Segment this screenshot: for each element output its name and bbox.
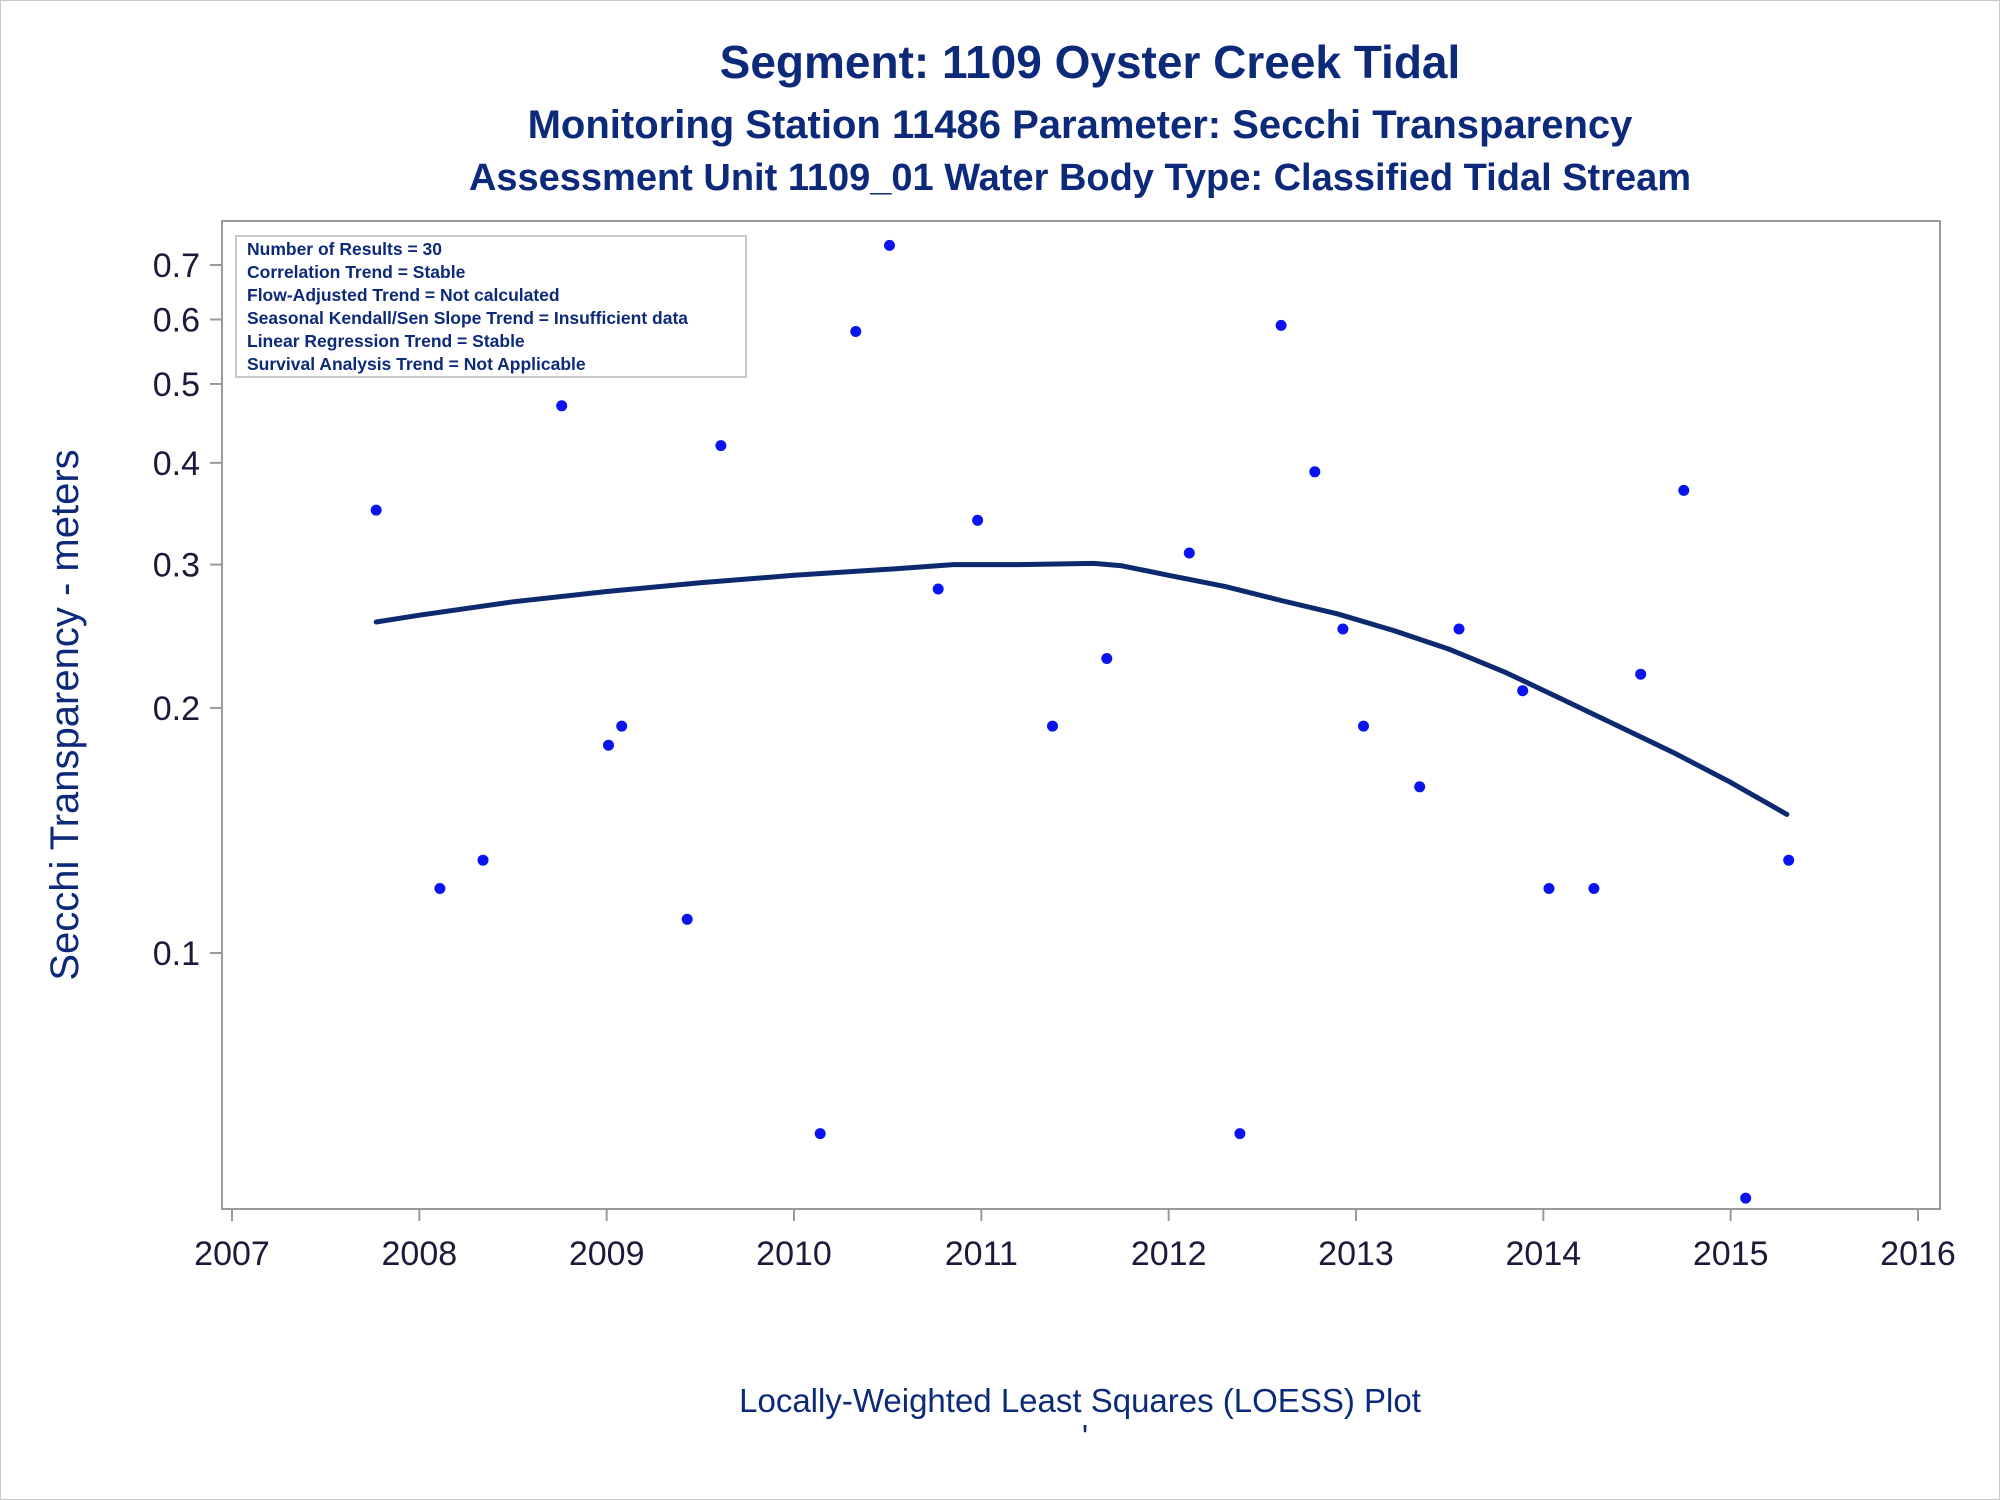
data-point — [681, 913, 693, 925]
stats-box-line: Flow-Adjusted Trend = Not calculated — [247, 285, 560, 305]
stats-box-line: Number of Results = 30 — [247, 239, 442, 259]
data-point — [1275, 319, 1287, 331]
data-point — [884, 239, 895, 251]
data-point — [1678, 484, 1690, 496]
data-point — [603, 739, 614, 751]
data-point — [556, 400, 568, 412]
data-point — [616, 720, 628, 732]
data-point — [1588, 883, 1600, 894]
data-point — [814, 1128, 826, 1140]
data-point — [1543, 883, 1555, 894]
data-point — [477, 854, 489, 866]
points-layer — [370, 239, 1795, 1204]
y-tick-label: 0.3 — [153, 547, 200, 585]
data-point — [370, 504, 382, 516]
data-point — [1337, 623, 1349, 635]
y-tick-label: 0.5 — [153, 366, 200, 404]
x-tick-label: 2013 — [1318, 1235, 1394, 1273]
x-tick-label: 2009 — [569, 1235, 645, 1273]
data-point — [1453, 623, 1465, 635]
chart-subtitle-2: Assessment Unit 1109_01 Water Body Type:… — [469, 157, 1691, 199]
data-point — [1783, 854, 1795, 866]
data-point — [1234, 1128, 1246, 1140]
data-point — [932, 583, 944, 595]
footnote-mark: ' — [1082, 1418, 1088, 1455]
data-point — [850, 326, 862, 337]
data-point — [1517, 685, 1529, 697]
stats-box-line: Correlation Trend = Stable — [247, 262, 466, 282]
y-tick-label: 0.4 — [153, 445, 200, 483]
data-point — [1101, 653, 1113, 664]
chart-title: Segment: 1109 Oyster Creek Tidal — [720, 36, 1461, 88]
footnote: Locally-Weighted Least Squares (LOESS) P… — [739, 1382, 1421, 1419]
stats-box-line: Linear Regression Trend = Stable — [247, 331, 525, 351]
stats-box-line: Seasonal Kendall/Sen Slope Trend = Insuf… — [247, 308, 688, 328]
data-point — [1635, 668, 1647, 680]
stats-box: Number of Results = 30 Correlation Trend… — [235, 235, 747, 378]
x-axis: 2007 2008 2009 2010 2011 2012 2013 2014 2015 2016 — [194, 1209, 1956, 1273]
chart-subtitle: Monitoring Station 11486 Parameter: Secc… — [528, 103, 1634, 147]
data-point — [1414, 781, 1426, 793]
y-tick-label: 0.6 — [153, 302, 200, 340]
stats-box-line: Survival Analysis Trend = Not Applicable — [247, 354, 586, 374]
x-tick-label: 2016 — [1880, 1235, 1956, 1273]
data-point — [434, 883, 446, 894]
y-axis-label: Secchi Transparency - meters — [43, 449, 87, 980]
data-point — [1358, 720, 1369, 732]
x-tick-label: 2008 — [382, 1235, 458, 1273]
x-tick-label: 2011 — [945, 1235, 1018, 1273]
y-tick-label: 0.7 — [153, 247, 200, 285]
y-tick-label: 0.1 — [153, 935, 200, 973]
y-tick-label: 0.2 — [153, 690, 200, 728]
data-point — [1047, 720, 1058, 732]
plot-area — [221, 220, 1941, 1210]
data-point — [1183, 547, 1195, 559]
loess-layer — [373, 560, 1790, 817]
data-point — [1309, 466, 1321, 478]
y-axis: 0.1 0.2 0.3 0.4 0.5 0.6 0.7 — [153, 247, 222, 973]
x-tick-label: 2014 — [1506, 1235, 1582, 1273]
data-point — [715, 440, 727, 452]
loess-curve — [373, 560, 1790, 817]
x-tick-label: 2010 — [756, 1235, 832, 1273]
data-point — [1740, 1192, 1752, 1204]
data-point — [972, 514, 984, 526]
stats-box-frame — [235, 235, 747, 378]
x-tick-label: 2007 — [194, 1235, 270, 1273]
x-tick-label: 2015 — [1693, 1235, 1769, 1273]
x-tick-label: 2012 — [1131, 1235, 1207, 1273]
